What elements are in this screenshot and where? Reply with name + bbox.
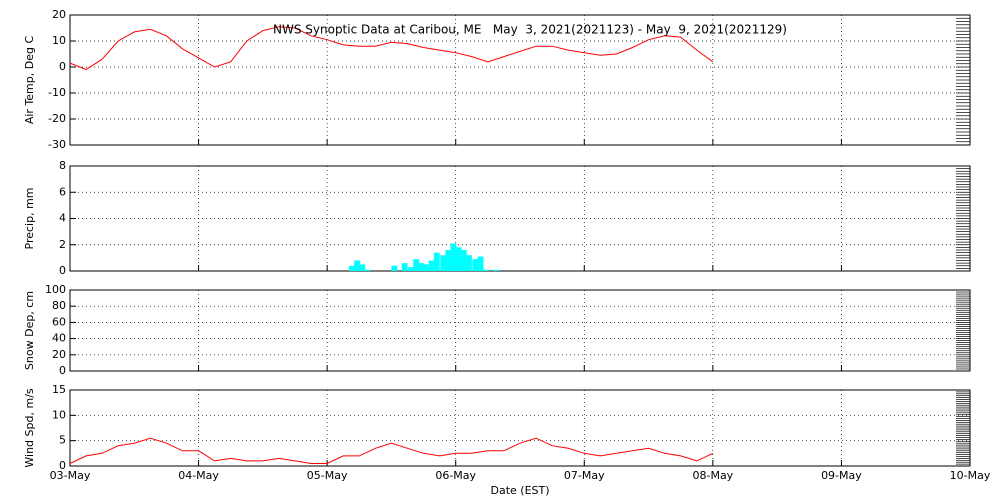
y-tick-label: 6	[59, 185, 66, 198]
bar	[408, 267, 415, 271]
data-line	[69, 437, 714, 464]
bar	[401, 263, 408, 271]
bar	[391, 265, 398, 271]
bar	[418, 263, 425, 271]
bar	[359, 264, 366, 271]
bar	[428, 260, 435, 271]
bar	[477, 256, 484, 271]
bar	[349, 265, 355, 271]
bar	[460, 250, 467, 271]
y-axis-label: Wind Spd, m/s	[23, 388, 36, 468]
y-tick-label: -20	[48, 112, 66, 125]
bar	[455, 247, 462, 271]
y-tick-label: 0	[59, 459, 66, 472]
y-tick-label: 0	[59, 60, 66, 73]
x-tick-label: 06-May	[435, 469, 476, 482]
bar	[423, 264, 430, 271]
y-tick-label: 100	[45, 283, 66, 296]
data-line	[69, 26, 714, 71]
x-tick-label: 07-May	[564, 469, 605, 482]
y-tick-label: 10	[52, 408, 66, 421]
bar	[364, 269, 371, 271]
bar	[433, 252, 440, 271]
y-axis-label: Precip, mm	[23, 188, 36, 250]
y-tick-label: 0	[59, 264, 66, 277]
bar	[440, 255, 447, 271]
x-tick-label: 09-May	[821, 469, 862, 482]
x-tick-label: 04-May	[178, 469, 219, 482]
y-axis-label: Air Temp, Deg C	[23, 36, 36, 125]
y-tick-label: 4	[59, 212, 66, 225]
y-tick-label: 2	[59, 238, 66, 251]
x-axis-label: Date (EST)	[490, 484, 549, 497]
bar	[493, 269, 499, 271]
bar	[354, 260, 361, 271]
bar	[445, 250, 452, 271]
bar	[450, 243, 457, 271]
plot-frame	[69, 289, 971, 372]
y-tick-label: 80	[52, 299, 66, 312]
bar	[466, 255, 472, 271]
x-tick-label: 08-May	[692, 469, 733, 482]
y-tick-label: -10	[48, 86, 66, 99]
y-tick-label: 40	[52, 332, 66, 345]
bar	[482, 269, 489, 271]
chart-title: NWS Synoptic Data at Caribou, ME May 3, …	[273, 23, 787, 37]
y-tick-label: 8	[59, 159, 66, 172]
y-axis-label: Snow Dep, cm	[23, 291, 36, 370]
y-tick-label: 10	[52, 34, 66, 47]
x-tick-label: 05-May	[307, 469, 348, 482]
y-tick-label: 60	[52, 315, 66, 328]
bar	[413, 259, 420, 271]
y-tick-label: 5	[59, 434, 66, 447]
bar	[472, 259, 479, 271]
y-tick-label: 20	[52, 8, 66, 21]
x-tick-label: 03-May	[50, 469, 91, 482]
y-tick-label: 15	[52, 383, 66, 396]
x-tick-label: 10-May	[950, 469, 991, 482]
y-tick-label: -30	[48, 138, 66, 151]
y-tick-label: 0	[59, 364, 66, 377]
y-tick-label: 20	[52, 348, 66, 361]
